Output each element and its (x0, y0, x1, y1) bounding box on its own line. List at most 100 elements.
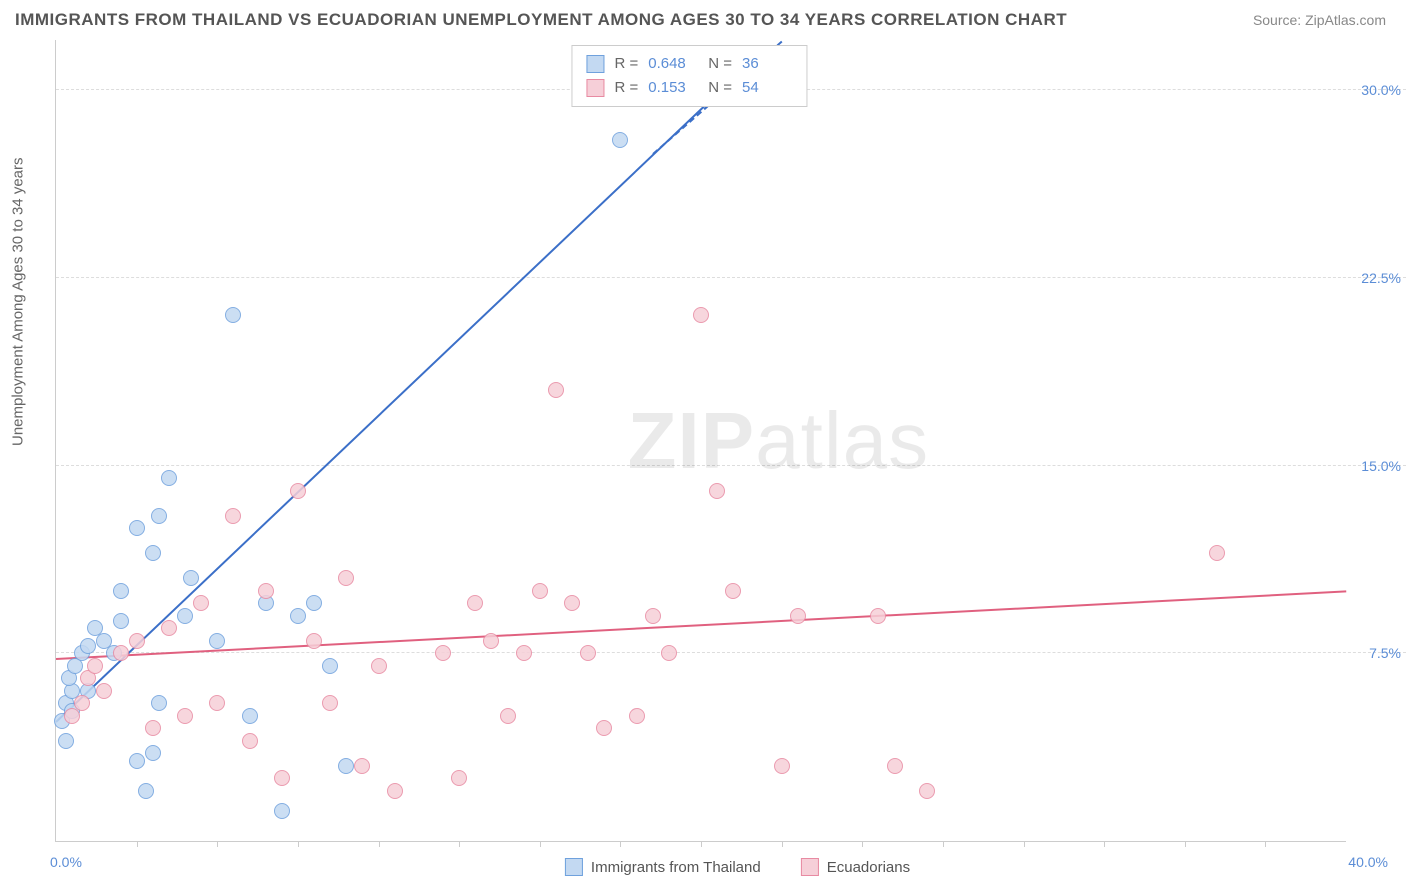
x-tick (217, 841, 218, 847)
stats-box: R = 0.648 N = 36 R = 0.153 N = 54 (571, 45, 807, 107)
r-label: R = (614, 52, 638, 76)
data-point (80, 638, 96, 654)
data-point (161, 620, 177, 636)
watermark-bold: ZIP (628, 396, 755, 485)
data-point (564, 595, 580, 611)
data-point (887, 758, 903, 774)
y-tick-label: 30.0% (1361, 82, 1401, 98)
source-prefix: Source: (1253, 12, 1305, 28)
watermark-light: atlas (755, 396, 929, 485)
data-point (274, 803, 290, 819)
data-point (596, 720, 612, 736)
source-name: ZipAtlas.com (1305, 12, 1386, 28)
data-point (516, 645, 532, 661)
data-point (145, 545, 161, 561)
stats-row-ecuadorians: R = 0.153 N = 54 (586, 76, 792, 100)
data-point (290, 608, 306, 624)
data-point (209, 695, 225, 711)
x-origin-label: 0.0% (50, 854, 82, 870)
data-point (451, 770, 467, 786)
data-point (258, 583, 274, 599)
data-point (145, 745, 161, 761)
x-tick (1185, 841, 1186, 847)
data-point (274, 770, 290, 786)
data-point (338, 758, 354, 774)
y-tick-label: 22.5% (1361, 270, 1401, 286)
trend-line (55, 78, 734, 723)
legend-swatch-thailand (565, 858, 583, 876)
swatch-ecuadorians (586, 79, 604, 97)
r-value-ecuadorians: 0.153 (648, 76, 698, 100)
legend-item-ecuadorians: Ecuadorians (801, 858, 910, 876)
data-point (209, 633, 225, 649)
data-point (87, 658, 103, 674)
data-point (725, 583, 741, 599)
x-tick (782, 841, 783, 847)
x-tick (620, 841, 621, 847)
data-point (151, 695, 167, 711)
data-point (161, 470, 177, 486)
x-tick (379, 841, 380, 847)
data-point (74, 695, 90, 711)
data-point (225, 508, 241, 524)
data-point (709, 483, 725, 499)
x-tick (862, 841, 863, 847)
data-point (322, 658, 338, 674)
data-point (500, 708, 516, 724)
data-point (129, 753, 145, 769)
data-point (790, 608, 806, 624)
data-point (113, 645, 129, 661)
x-tick (540, 841, 541, 847)
x-tick (459, 841, 460, 847)
x-tick (701, 841, 702, 847)
x-tick (137, 841, 138, 847)
legend-swatch-ecuadorians (801, 858, 819, 876)
gridline-h (56, 465, 1406, 466)
data-point (661, 645, 677, 661)
swatch-thailand (586, 55, 604, 73)
bottom-legend: Immigrants from Thailand Ecuadorians (565, 858, 910, 876)
data-point (483, 633, 499, 649)
data-point (629, 708, 645, 724)
data-point (306, 595, 322, 611)
x-max-label: 40.0% (1348, 854, 1388, 870)
y-tick-label: 7.5% (1369, 645, 1401, 661)
r-value-thailand: 0.648 (648, 52, 698, 76)
data-point (645, 608, 661, 624)
gridline-h (56, 277, 1406, 278)
y-tick-label: 15.0% (1361, 458, 1401, 474)
data-point (129, 520, 145, 536)
data-point (870, 608, 886, 624)
legend-label-thailand: Immigrants from Thailand (591, 859, 761, 876)
data-point (548, 382, 564, 398)
data-point (338, 570, 354, 586)
data-point (145, 720, 161, 736)
data-point (435, 645, 451, 661)
data-point (532, 583, 548, 599)
data-point (129, 633, 145, 649)
data-point (580, 645, 596, 661)
x-tick (1265, 841, 1266, 847)
data-point (242, 708, 258, 724)
data-point (96, 683, 112, 699)
data-point (290, 483, 306, 499)
data-point (322, 695, 338, 711)
data-point (242, 733, 258, 749)
data-point (58, 733, 74, 749)
data-point (151, 508, 167, 524)
data-point (354, 758, 370, 774)
data-point (612, 132, 628, 148)
r-label: R = (614, 76, 638, 100)
x-tick (943, 841, 944, 847)
gridline-h (56, 652, 1406, 653)
data-point (193, 595, 209, 611)
n-label: N = (708, 76, 732, 100)
n-label: N = (708, 52, 732, 76)
chart-title: IMMIGRANTS FROM THAILAND VS ECUADORIAN U… (15, 10, 1067, 30)
data-point (774, 758, 790, 774)
data-point (177, 708, 193, 724)
data-point (177, 608, 193, 624)
data-point (306, 633, 322, 649)
n-value-ecuadorians: 54 (742, 76, 792, 100)
data-point (1209, 545, 1225, 561)
